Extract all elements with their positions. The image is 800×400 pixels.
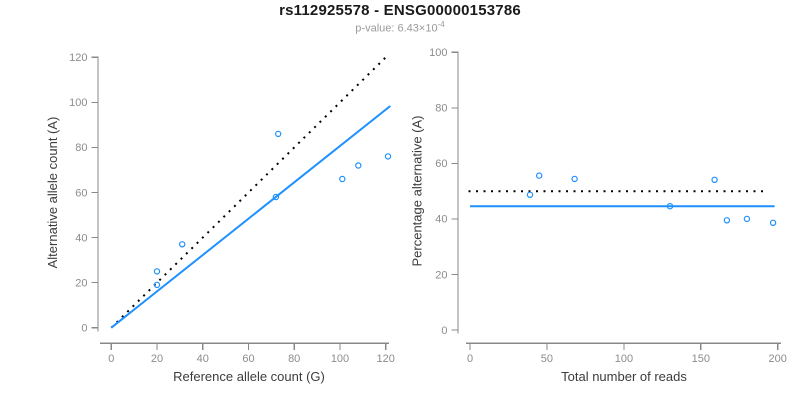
y-axis-title: Percentage alternative (A) (410, 115, 425, 266)
x-tick-label: 80 (288, 353, 300, 365)
data-point (339, 175, 346, 183)
x-tick-label: 100 (331, 353, 349, 365)
left-plot: 0 20 40 60 80 100 120 0 20 40 60 80 100 120 Reference … (45, 52, 395, 384)
y-tick-label: 80 (435, 103, 447, 115)
y-axis (451, 51, 459, 334)
right-plot: 0 50 100 150 200 0 20 40 60 80 100 Total number of … (410, 47, 787, 384)
p-value-text: p-value: 6.43×10 (355, 22, 438, 35)
data-point (384, 153, 392, 160)
y-tick-label: 60 (75, 187, 87, 199)
y-tick-label: 100 (69, 97, 87, 109)
y-tick-label: 0 (441, 325, 447, 337)
y-tick-label: 120 (69, 52, 87, 64)
x-tick-label: 60 (242, 353, 254, 365)
data-point (711, 176, 718, 183)
x-tick-label: 0 (108, 353, 114, 365)
x-tick-label: 0 (467, 353, 473, 365)
x-axis (466, 342, 781, 350)
data-point (355, 162, 362, 169)
data-point (272, 193, 280, 201)
x-tick-label: 40 (197, 353, 209, 365)
x-axis-title: Total number of reads (561, 369, 687, 384)
identity-line (110, 54, 389, 329)
y-tick-label: 60 (435, 158, 447, 170)
x-tick-label: 150 (692, 353, 710, 365)
data-point (153, 268, 161, 275)
data-point (666, 202, 674, 210)
y-tick-label: 100 (429, 47, 447, 59)
page-title: rs112925578 - ENSG00000153786 (279, 2, 521, 19)
data-point (153, 281, 161, 289)
y-tick-label: 40 (435, 214, 447, 226)
data-point (769, 219, 777, 226)
data-point (526, 191, 534, 198)
x-tick-label: 200 (769, 353, 787, 365)
y-tick-label: 80 (75, 142, 87, 154)
p-value-exponent: -4 (437, 20, 445, 29)
y-axis-title: Alternative allele count (A) (45, 117, 60, 269)
data-point (571, 175, 578, 183)
x-tick-label: 20 (151, 353, 163, 365)
y-tick-label: 20 (75, 277, 87, 289)
data-point (275, 130, 282, 138)
x-tick-label: 100 (615, 353, 633, 365)
p-value-subtitle: p-value: 6.43×10-4 (0, 20, 800, 35)
x-tick-label: 120 (377, 353, 395, 365)
y-axis (91, 56, 99, 332)
x-axis-title: Reference allele count (G) (173, 369, 325, 384)
y-tick-label: 0 (81, 323, 87, 335)
y-tick-label: 40 (75, 232, 87, 244)
data-point (178, 241, 186, 248)
data-point (723, 217, 731, 224)
x-tick-label: 50 (541, 353, 553, 365)
data-point (743, 215, 751, 223)
x-axis (100, 342, 389, 350)
data-point (536, 172, 543, 179)
fit-line (110, 105, 391, 329)
y-tick-label: 20 (435, 269, 447, 281)
